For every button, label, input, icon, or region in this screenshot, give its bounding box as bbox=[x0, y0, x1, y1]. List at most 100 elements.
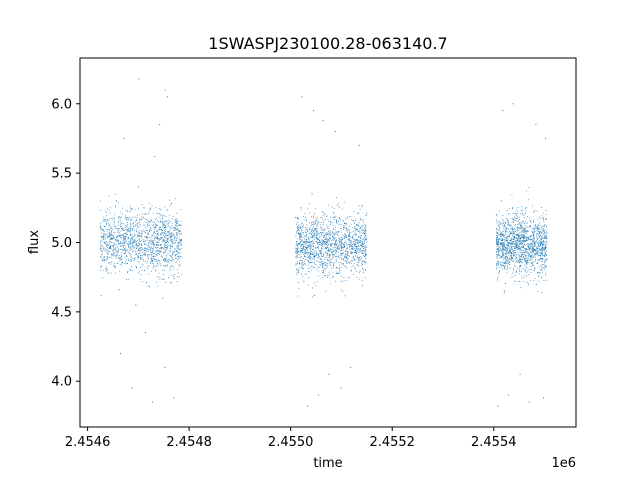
data-point bbox=[108, 232, 110, 234]
data-point bbox=[152, 221, 154, 223]
data-point bbox=[513, 238, 515, 240]
data-point bbox=[297, 271, 299, 273]
data-point bbox=[349, 235, 350, 237]
data-point bbox=[313, 243, 315, 245]
data-point bbox=[501, 244, 503, 246]
data-point bbox=[515, 269, 517, 271]
data-point bbox=[145, 249, 146, 251]
data-point bbox=[130, 239, 132, 241]
data-point bbox=[180, 273, 182, 275]
data-point bbox=[540, 238, 541, 240]
data-point bbox=[498, 260, 500, 262]
data-point bbox=[167, 235, 168, 237]
data-point bbox=[149, 210, 151, 212]
data-point bbox=[508, 230, 510, 232]
data-point bbox=[524, 260, 526, 262]
data-point bbox=[332, 243, 333, 245]
data-point bbox=[130, 207, 131, 209]
data-point bbox=[541, 241, 543, 243]
data-point bbox=[116, 251, 118, 253]
data-point bbox=[499, 242, 501, 244]
data-point bbox=[523, 268, 525, 270]
data-point bbox=[123, 238, 125, 240]
data-point bbox=[335, 233, 337, 235]
data-point bbox=[148, 273, 150, 275]
data-point bbox=[533, 240, 535, 242]
data-point bbox=[496, 268, 498, 270]
data-point bbox=[301, 263, 303, 265]
data-point bbox=[317, 221, 319, 223]
data-point bbox=[506, 244, 508, 246]
data-point bbox=[502, 215, 504, 216]
data-point bbox=[323, 247, 325, 249]
data-point bbox=[535, 226, 537, 228]
data-point bbox=[170, 236, 172, 238]
data-point bbox=[512, 241, 514, 243]
data-point bbox=[336, 222, 338, 224]
data-point bbox=[303, 246, 304, 248]
data-point bbox=[364, 262, 366, 263]
data-point bbox=[101, 260, 103, 261]
data-point bbox=[321, 261, 323, 263]
data-point bbox=[355, 226, 357, 228]
data-point bbox=[511, 256, 512, 258]
data-point bbox=[330, 216, 331, 218]
data-point bbox=[165, 248, 167, 250]
data-point bbox=[497, 262, 499, 264]
data-point bbox=[170, 232, 172, 234]
data-point bbox=[130, 242, 131, 244]
data-point bbox=[300, 238, 301, 240]
data-point bbox=[525, 240, 527, 242]
data-point bbox=[365, 232, 367, 234]
data-point bbox=[503, 253, 504, 255]
data-point bbox=[141, 236, 143, 238]
data-point bbox=[136, 266, 138, 268]
data-point bbox=[542, 267, 544, 268]
data-point bbox=[124, 225, 126, 227]
data-point bbox=[364, 269, 366, 271]
data-point bbox=[117, 225, 119, 227]
data-point bbox=[526, 240, 528, 242]
data-point bbox=[180, 239, 182, 241]
data-point bbox=[136, 230, 137, 232]
data-point bbox=[127, 237, 129, 238]
data-point bbox=[519, 222, 521, 223]
data-point bbox=[166, 241, 167, 243]
data-point bbox=[519, 224, 521, 226]
data-point bbox=[300, 260, 302, 261]
data-point bbox=[180, 256, 182, 258]
data-point bbox=[365, 225, 367, 227]
data-point bbox=[521, 206, 523, 207]
data-point bbox=[151, 220, 152, 221]
data-point bbox=[515, 239, 517, 241]
data-point bbox=[122, 223, 124, 224]
data-point bbox=[324, 244, 326, 246]
data-point bbox=[508, 229, 509, 230]
data-point bbox=[177, 242, 179, 243]
data-point bbox=[318, 254, 320, 255]
data-point bbox=[515, 224, 517, 225]
data-point bbox=[129, 269, 131, 271]
data-point bbox=[154, 269, 156, 271]
data-point bbox=[340, 250, 342, 252]
data-point bbox=[336, 240, 337, 242]
data-point bbox=[311, 239, 313, 241]
data-point bbox=[109, 236, 111, 238]
data-point bbox=[502, 251, 504, 253]
data-point bbox=[498, 271, 500, 273]
data-point bbox=[158, 272, 160, 274]
data-point bbox=[359, 242, 361, 243]
data-point bbox=[536, 236, 538, 238]
data-point bbox=[532, 247, 533, 249]
data-point bbox=[340, 219, 341, 221]
data-point bbox=[123, 244, 125, 246]
data-point bbox=[526, 275, 528, 277]
data-point bbox=[533, 236, 535, 238]
data-point bbox=[328, 259, 330, 261]
data-point bbox=[146, 236, 148, 238]
data-point bbox=[304, 242, 306, 244]
data-point bbox=[310, 216, 312, 218]
data-point bbox=[127, 263, 129, 265]
data-point bbox=[307, 229, 309, 231]
data-point bbox=[507, 394, 509, 396]
